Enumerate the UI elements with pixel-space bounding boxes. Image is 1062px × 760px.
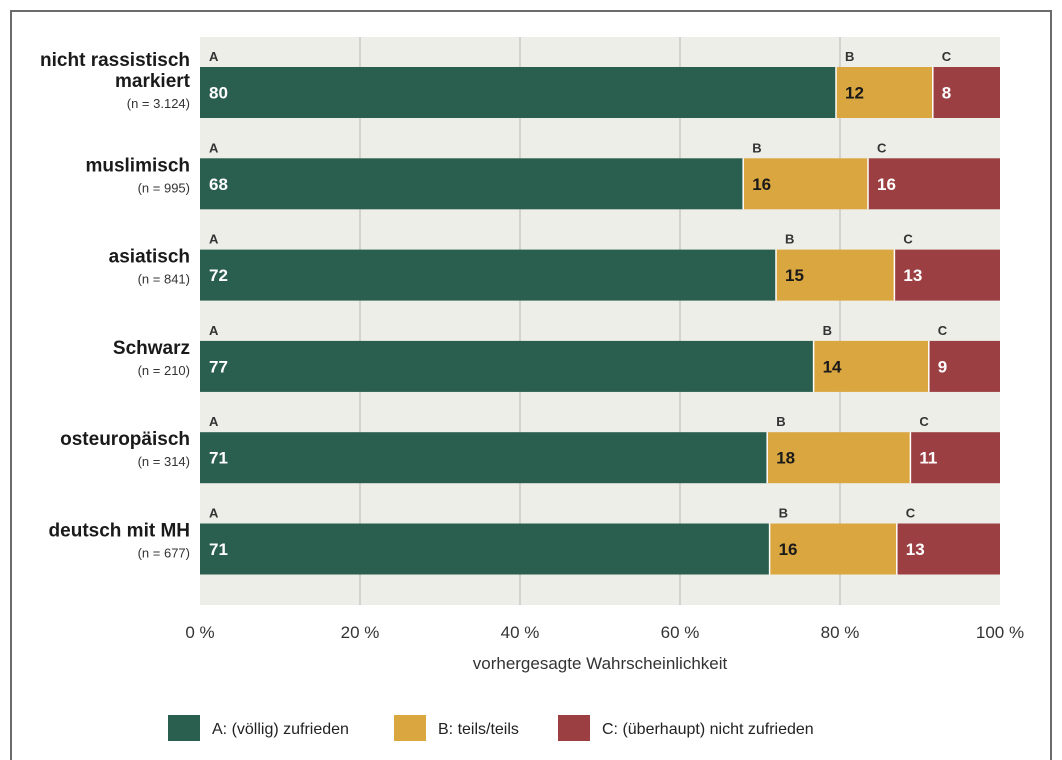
data-label: 71 <box>209 540 228 559</box>
bar-segment-b <box>743 158 868 210</box>
legend-label-b: B: teils/teils <box>438 721 519 738</box>
data-label: 72 <box>209 266 228 285</box>
segment-letter-b: B <box>845 49 854 64</box>
data-label: 14 <box>823 357 842 376</box>
x-tick-label: 80 % <box>821 623 860 642</box>
legend-swatch-b <box>394 715 426 741</box>
gridlines <box>359 37 841 605</box>
segment-letter-b: B <box>776 414 785 429</box>
segment-letter-c: C <box>938 323 948 338</box>
category-name: markiert <box>115 71 191 92</box>
segment-letter-c: C <box>903 232 913 247</box>
segment-letter-c: C <box>919 414 929 429</box>
category-name: nicht rassistisch <box>40 50 190 71</box>
segment-letter-c: C <box>877 140 887 155</box>
bar-segment-b <box>776 249 895 301</box>
category-name: Schwarz <box>113 338 190 359</box>
segment-letter-a: A <box>209 49 219 64</box>
segment-letter-a: A <box>209 323 219 338</box>
segment-letter-a: A <box>209 232 219 247</box>
data-label: 16 <box>877 175 896 194</box>
category-name: muslimisch <box>85 155 190 176</box>
category-n: (n = 3.124) <box>127 96 190 111</box>
bar-segment-a <box>200 249 776 301</box>
bar-segment-c <box>896 523 1000 575</box>
x-tick-label: 40 % <box>501 623 540 642</box>
segment-letter-c: C <box>906 506 916 521</box>
bar-segment-b <box>769 523 897 575</box>
legend-swatch-c <box>558 715 590 741</box>
data-label: 16 <box>752 175 771 194</box>
segment-letter-a: A <box>209 140 219 155</box>
data-label: 13 <box>906 540 925 559</box>
bar-segment-c <box>932 67 1000 118</box>
data-label: 71 <box>209 449 228 468</box>
x-axis-ticks: 0 % 20 % 40 % 60 % 80 % 100 % <box>185 623 1024 642</box>
bar-segment-c <box>928 340 1000 392</box>
data-label: 16 <box>779 540 798 559</box>
bar-segment-a <box>200 340 814 392</box>
data-label: 12 <box>845 84 864 103</box>
category-name: osteuropäisch <box>60 429 190 450</box>
bar-segment-c <box>894 249 1000 301</box>
x-tick-label: 20 % <box>341 623 380 642</box>
category-n: (n = 841) <box>138 272 190 287</box>
x-tick-label: 0 % <box>185 623 214 642</box>
legend-label-c: C: (überhaupt) nicht zufrieden <box>602 721 814 738</box>
category-name: deutsch mit MH <box>49 521 190 542</box>
data-label: 77 <box>209 357 228 376</box>
data-label: 13 <box>903 266 922 285</box>
bar-segment-c <box>910 432 1000 484</box>
data-label: 11 <box>919 449 937 468</box>
segment-letter-c: C <box>942 49 952 64</box>
x-tick-label: 100 % <box>976 623 1024 642</box>
x-axis-label: vorhergesagte Wahrscheinlichkeit <box>473 654 728 673</box>
bar-segment-a <box>200 67 836 118</box>
bar-segment-b <box>767 432 911 484</box>
bars: A 80 B 12 C 8 A 68 B 16 C 16 A 72 B 15 C 13 A 77 B 14 C 9 A 71 B 18… <box>200 49 1000 575</box>
bar-segment-b <box>836 67 933 118</box>
data-label: 8 <box>942 84 951 103</box>
plot-area <box>200 37 1000 605</box>
bar-segment-a <box>200 523 770 575</box>
category-n: (n = 677) <box>138 546 190 561</box>
data-label: 68 <box>209 175 228 194</box>
data-label: 80 <box>209 84 228 103</box>
segment-letter-b: B <box>752 140 761 155</box>
bar-segment-c <box>868 158 1000 210</box>
legend-label-a: A: (völlig) zufrieden <box>212 721 349 738</box>
segment-letter-b: B <box>785 232 794 247</box>
x-tick-label: 60 % <box>661 623 700 642</box>
bar-segment-a <box>200 158 744 210</box>
data-label: 15 <box>785 266 804 285</box>
segment-letter-b: B <box>779 506 788 521</box>
segment-letter-a: A <box>209 414 219 429</box>
category-name: asiatisch <box>109 247 190 268</box>
segment-letter-a: A <box>209 506 219 521</box>
legend: A: (völlig) zufrieden B: teils/teils C: (ü… <box>168 715 814 741</box>
bar-segment-a <box>200 432 768 484</box>
data-label: 18 <box>776 449 795 468</box>
bar-segment-b <box>813 340 929 392</box>
category-n: (n = 210) <box>138 363 190 378</box>
category-n: (n = 995) <box>138 180 190 195</box>
data-label: 9 <box>938 357 947 376</box>
category-n: (n = 314) <box>138 454 190 469</box>
legend-swatch-a <box>168 715 200 741</box>
segment-letter-b: B <box>823 323 832 338</box>
